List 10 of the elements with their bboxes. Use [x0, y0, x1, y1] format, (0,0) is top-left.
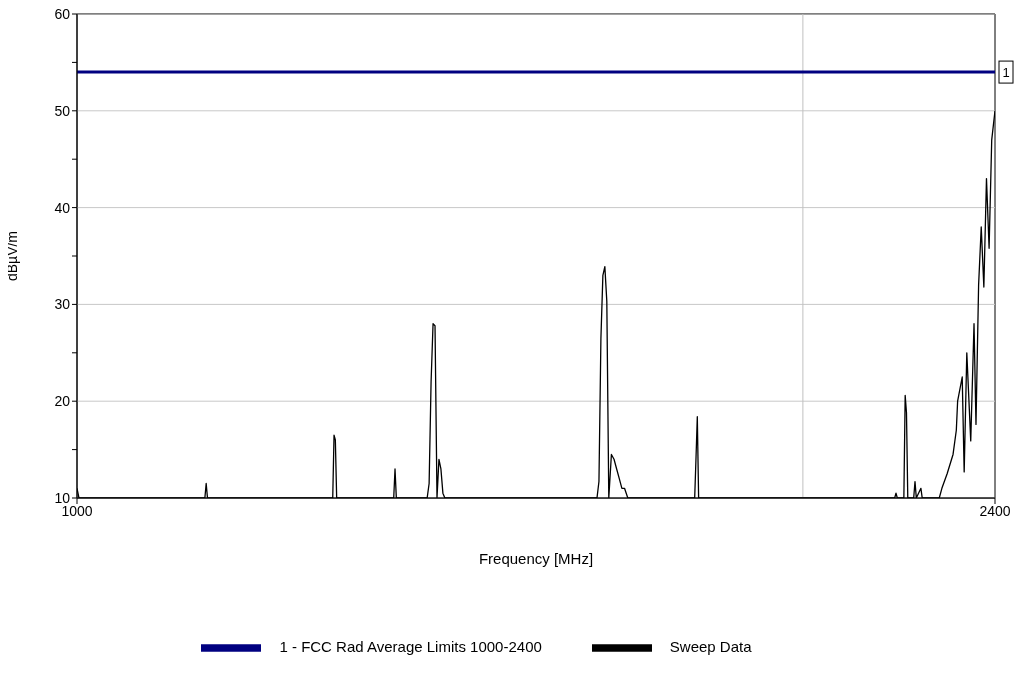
x-tick-label: 2400	[979, 502, 1011, 519]
legend-label: Sweep Data	[669, 637, 752, 655]
x-axis-title: Frequency [MHz]	[478, 549, 594, 567]
y-tick-label: 50	[54, 102, 71, 119]
y-tick-label: 30	[54, 296, 71, 313]
y-tick-label: 60	[54, 5, 71, 22]
y-tick-label: 20	[54, 393, 71, 410]
annotation: 1	[1002, 65, 1010, 81]
y-tick-label: 40	[54, 199, 71, 216]
legend-label: 1 - FCC Rad Average Limits 1000-2400	[279, 637, 542, 655]
